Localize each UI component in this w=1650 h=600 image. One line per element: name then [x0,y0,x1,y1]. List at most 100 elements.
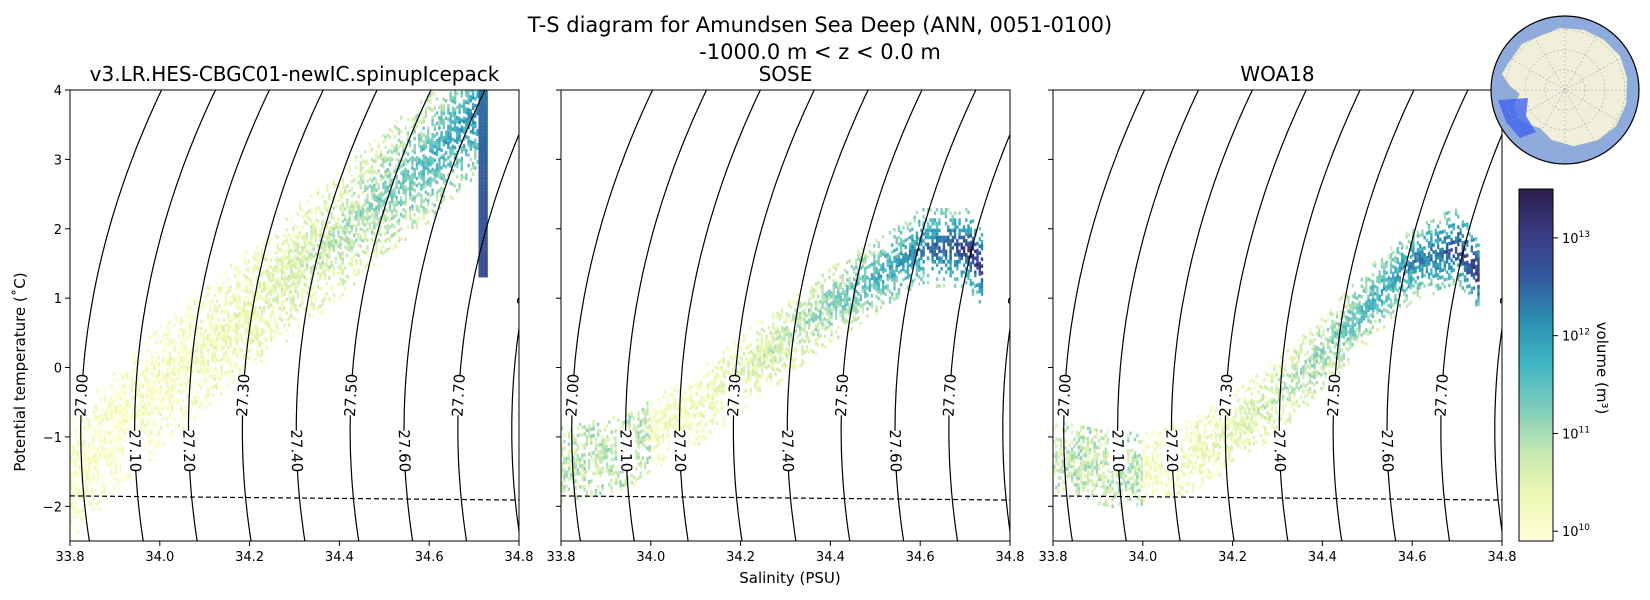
heatmap-cell [355,214,358,218]
heatmap-cell [132,368,136,373]
heatmap-cell [431,178,434,182]
heatmap-cell [231,380,234,384]
heatmap-cell [438,188,441,193]
heatmap-cell [229,329,232,334]
heatmap-cell [404,161,407,165]
heatmap-cell [879,274,883,279]
heatmap-cell [456,91,459,96]
heatmap-cell [177,375,181,379]
heatmap-cell [222,307,226,312]
heatmap-cell [713,384,717,389]
heatmap-cell [76,443,80,448]
heatmap-cell [260,272,264,277]
heatmap-cell [480,263,484,267]
heatmap-cell [449,181,452,186]
heatmap-cell [103,412,107,417]
heatmap-cell [801,358,804,363]
heatmap-cell [166,406,169,410]
heatmap-cell [384,190,387,195]
heatmap-cell [834,330,838,334]
heatmap-cell [583,487,586,492]
heatmap-cell [731,367,734,372]
heatmap-cell [608,448,611,452]
heatmap-cell [218,318,221,322]
heatmap-cell [677,409,681,414]
heatmap-cell [456,105,459,110]
heatmap-cell [395,178,398,182]
heatmap-cell [294,255,297,259]
heatmap-cell [276,325,279,330]
heatmap-cell [828,338,831,342]
heatmap-cell [171,402,174,406]
heatmap-cell [594,488,598,493]
heatmap-cell [319,245,322,249]
heatmap-cell [276,284,279,288]
heatmap-cell [96,423,100,427]
heatmap-cell [444,178,448,183]
heatmap-cell [700,419,703,424]
heatmap-cell [150,355,154,359]
heatmap-cell [590,434,593,438]
heatmap-cell [337,251,340,255]
heatmap-cell [393,225,396,229]
heatmap-cell [888,265,892,270]
heatmap-cell [875,284,878,288]
heatmap-cell [323,293,327,298]
heatmap-cell [474,124,477,129]
heatmap-cell [460,156,463,161]
heatmap-cell [339,204,342,209]
heatmap-cell [368,226,371,230]
heatmap-cell [72,451,75,456]
heatmap-cell [686,411,690,415]
heatmap-cell [379,173,383,178]
heatmap-cell [866,314,869,318]
heatmap-cell [673,388,676,392]
heatmap-cell [803,360,806,365]
heatmap-cell [623,420,627,425]
heatmap-cell [281,283,284,288]
heatmap-cell [92,476,95,480]
heatmap-cell [200,330,203,334]
heatmap-cell [330,239,333,244]
heatmap-cell [576,471,580,476]
heatmap-cell [453,121,457,126]
heatmap-cell [722,388,725,392]
heatmap-cell [790,332,793,337]
heatmap-cell [373,169,376,174]
heatmap-cell [148,430,151,434]
heatmap-cell [215,281,219,286]
heatmap-cell [483,183,486,188]
heatmap-cell [296,291,300,296]
heatmap-cell [574,441,577,445]
heatmap-cell [265,296,268,301]
heatmap-cell [108,439,111,443]
heatmap-cell [393,204,396,209]
heatmap-cell [447,173,450,177]
heatmap-cell [444,158,448,162]
heatmap-cell [409,178,412,182]
heatmap-cell [384,145,387,150]
heatmap-cell [238,294,241,299]
heatmap-cell [729,372,732,377]
heatmap-cell [296,211,300,216]
heatmap-cell [769,334,773,339]
heatmap-cell [413,168,416,172]
heatmap-cell [321,240,324,244]
heatmap-cell [88,425,91,429]
heatmap-cell [285,241,288,246]
heatmap-cell [700,402,703,406]
heatmap-cell [382,133,385,138]
heatmap-cell [722,419,725,424]
contour-label-bg [233,374,254,416]
heatmap-cell [447,142,450,146]
heatmap-cell [83,468,86,472]
heatmap-cell [361,190,365,195]
heatmap-cell [260,310,264,315]
heatmap-cell [272,312,275,316]
heatmap-cell [375,198,378,203]
heatmap-cell [339,263,342,267]
heatmap-cell [704,384,708,389]
heatmap-cell [480,152,484,156]
heatmap-cell [693,393,696,397]
heatmap-cell [866,300,869,304]
